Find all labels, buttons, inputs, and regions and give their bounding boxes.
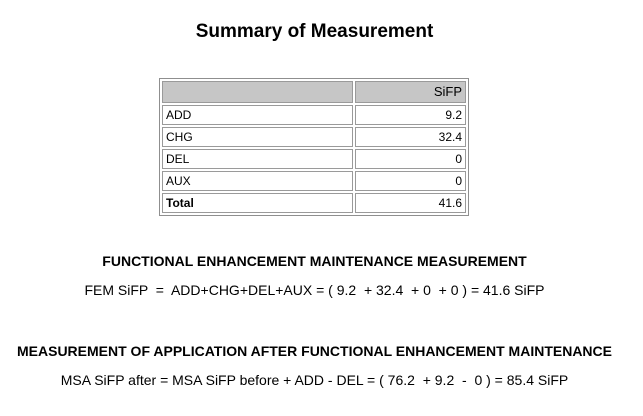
row-value-aux: 0 (355, 171, 466, 191)
row-value-add: 9.2 (355, 105, 466, 125)
table-total-row: Total 41.6 (162, 193, 466, 213)
row-label-add: ADD (162, 105, 353, 125)
row-label-chg: CHG (162, 127, 353, 147)
msa-formula: MSA SiFP after = MSA SiFP before + ADD -… (60, 372, 569, 388)
summary-table: SiFP ADD 9.2 CHG 32.4 DEL 0 AUX 0 Total … (159, 78, 469, 216)
row-value-del: 0 (355, 149, 466, 169)
row-value-total: 41.6 (355, 193, 466, 213)
table-row: DEL 0 (162, 149, 466, 169)
row-label-total: Total (162, 193, 353, 213)
page-title: Summary of Measurement (195, 21, 434, 42)
table-row: AUX 0 (162, 171, 466, 191)
fem-formula: FEM SiFP = ADD+CHG+DEL+AUX = ( 9.2 + 32.… (84, 282, 545, 298)
row-label-del: DEL (162, 149, 353, 169)
fem-heading: FUNCTIONAL ENHANCEMENT MAINTENANCE MEASU… (102, 253, 527, 269)
table-row: CHG 32.4 (162, 127, 466, 147)
header-cell-label (162, 81, 353, 103)
header-cell-sifp: SiFP (355, 81, 466, 103)
table-row: ADD 9.2 (162, 105, 466, 125)
msa-heading: MEASUREMENT OF APPLICATION AFTER FUNCTIO… (17, 343, 612, 359)
row-label-aux: AUX (162, 171, 353, 191)
row-value-chg: 32.4 (355, 127, 466, 147)
table-header-row: SiFP (162, 81, 466, 103)
